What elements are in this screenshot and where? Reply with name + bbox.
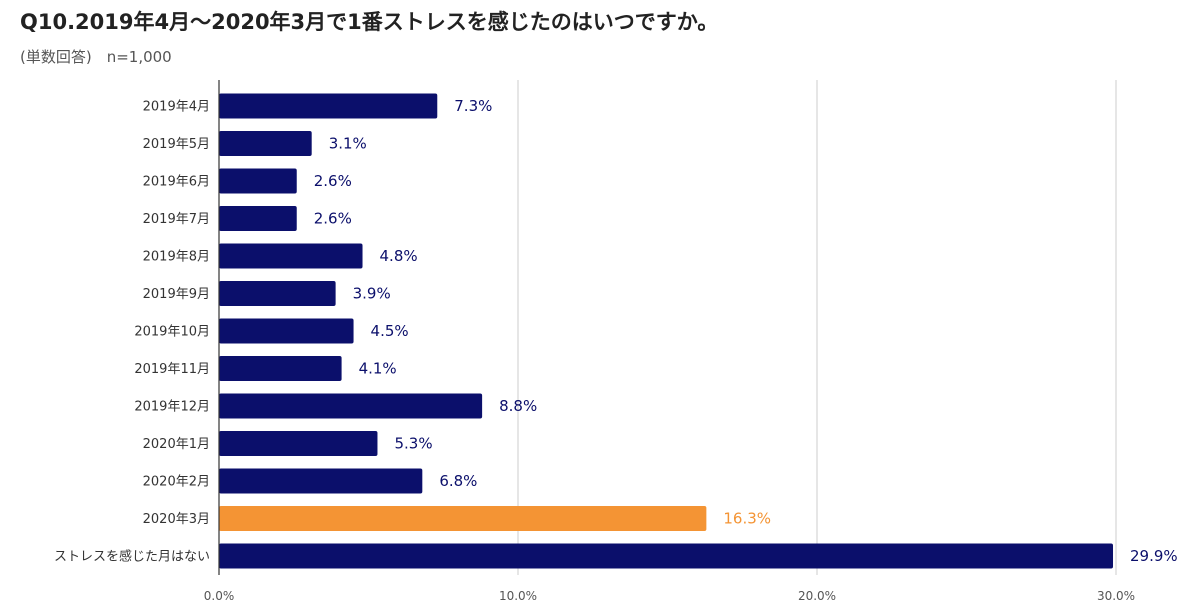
axis: 0.0% 10.0% 20.0% 30.0%: [204, 80, 1135, 603]
category-label: 2020年2月: [143, 475, 210, 490]
category-label: 2019年12月: [134, 400, 210, 415]
category-label: 2019年5月: [143, 137, 210, 152]
x-tick-label: 20.0%: [798, 589, 836, 603]
bar: [219, 206, 297, 231]
data-label: 29.9%: [1130, 547, 1178, 565]
data-label: 16.3%: [723, 510, 771, 528]
data-label: 4.5%: [371, 322, 409, 340]
bar: [219, 93, 438, 119]
category-label: 2020年3月: [143, 512, 210, 527]
chart-title: Q10.2019年4月～2020年3月で1番ストレスを感じたのはいつですか。: [20, 10, 719, 34]
bar: [219, 168, 297, 194]
data-label: 3.9%: [353, 285, 391, 303]
bars: 2019年4月 7.3% 2019年5月 3.1% 2019年6月 2.6% 2019年7月…: [54, 93, 1178, 569]
data-label: 5.3%: [394, 435, 432, 453]
category-label: 2020年1月: [143, 437, 210, 452]
category-label: 2019年8月: [143, 250, 210, 265]
data-label: 7.3%: [454, 97, 492, 115]
bar: [219, 131, 312, 156]
category-label: 2019年11月: [134, 362, 210, 377]
bar: [219, 431, 378, 456]
bar: [219, 356, 342, 381]
data-label: 4.1%: [359, 360, 397, 378]
x-tick-label: 0.0%: [204, 589, 235, 603]
category-label: 2019年4月: [143, 100, 210, 115]
bar: [219, 393, 483, 419]
category-label: 2019年10月: [134, 325, 210, 340]
category-label: 2019年7月: [143, 212, 210, 227]
data-label: 2.6%: [314, 210, 352, 228]
data-label: 4.8%: [380, 247, 418, 265]
data-label: 2.6%: [314, 172, 352, 190]
bar: [219, 506, 707, 531]
data-label: 6.8%: [439, 472, 477, 490]
bar: [219, 468, 423, 494]
bar: [219, 243, 363, 269]
category-label: ストレスを感じた月はない: [54, 549, 210, 565]
category-label: 2019年6月: [143, 175, 210, 190]
x-tick-label: 30.0%: [1097, 589, 1135, 603]
bar: [219, 543, 1114, 569]
bar: [219, 318, 354, 344]
data-label: 8.8%: [499, 397, 537, 415]
x-tick-label: 10.0%: [499, 589, 537, 603]
grid-lines: [517, 80, 1117, 575]
chart-subtitle: (単数回答) n=1,000: [20, 48, 172, 66]
data-label: 3.1%: [329, 135, 367, 153]
bar: [219, 281, 336, 306]
category-label: 2019年9月: [143, 287, 210, 302]
